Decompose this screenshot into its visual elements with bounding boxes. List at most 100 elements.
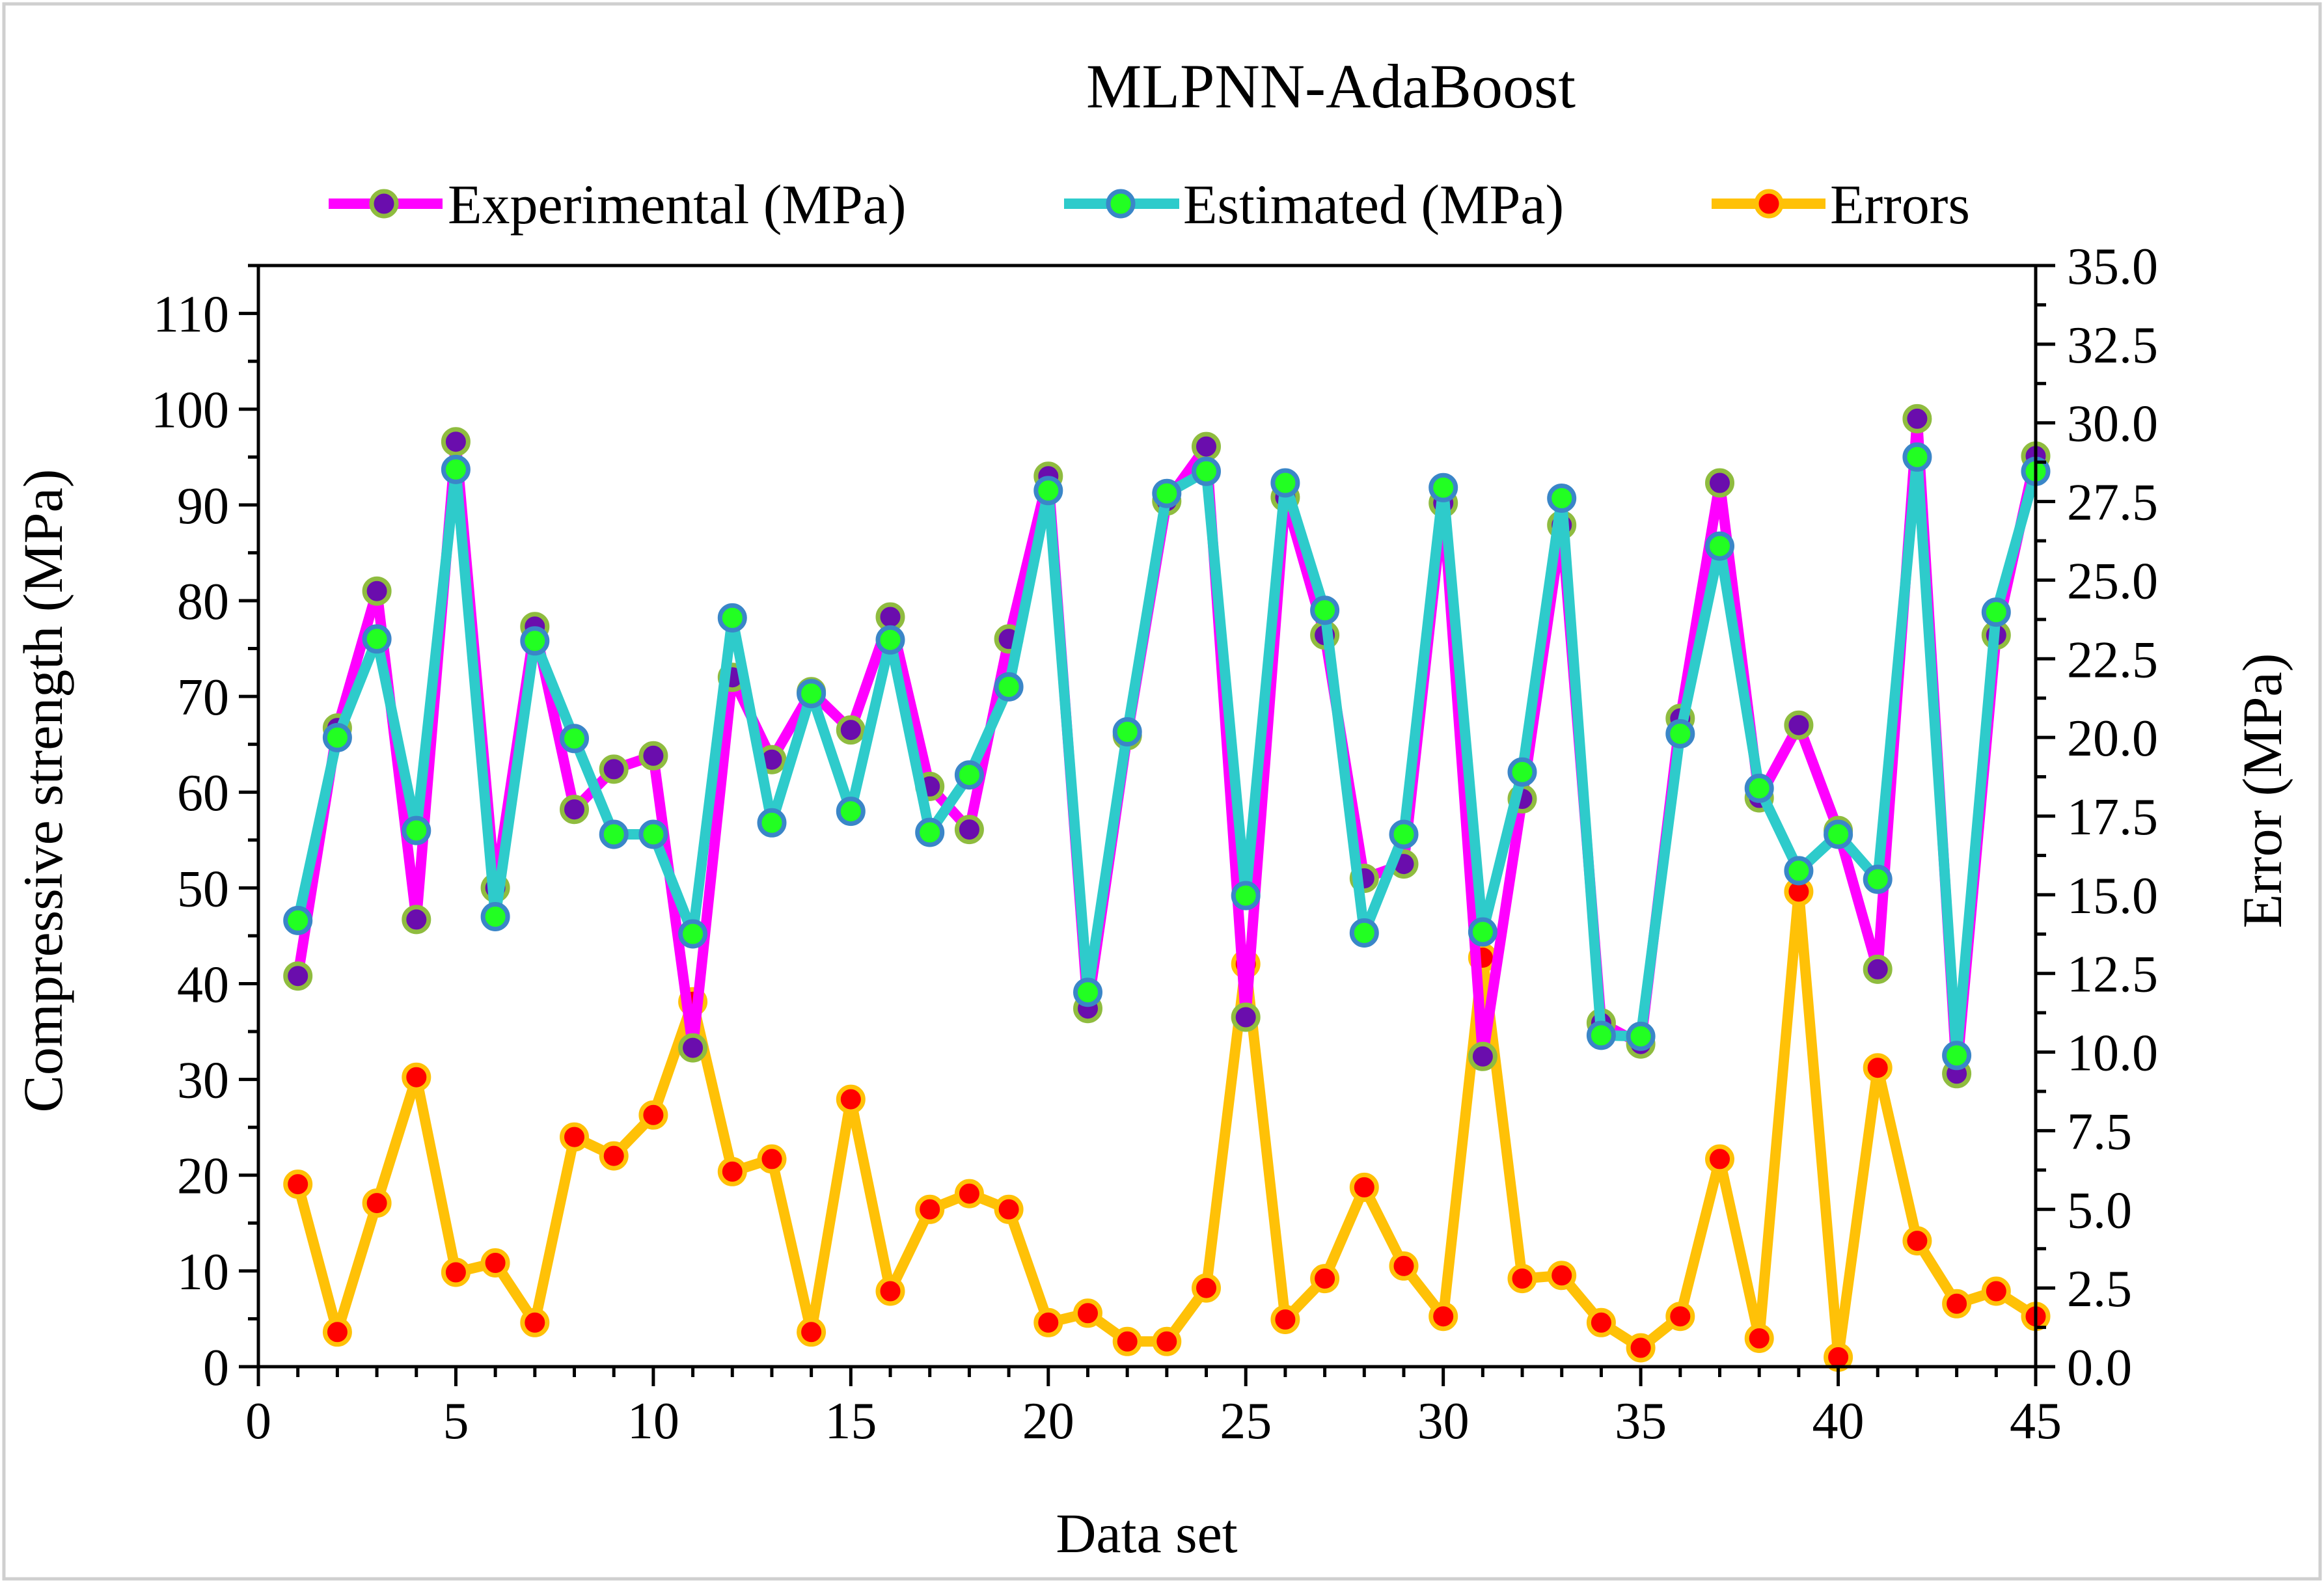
chart-title: MLPNN-AdaBoost [1086, 51, 1576, 121]
data-point-errors [915, 1194, 945, 1224]
legend-marker-estimated [1106, 189, 1136, 219]
data-point-errors [1389, 1251, 1419, 1281]
data-point-estimated [638, 819, 668, 849]
data-point-estimated [599, 819, 629, 849]
legend-item-experimental: Experimental (MPa) [329, 173, 907, 236]
data-point-errors [1112, 1326, 1142, 1356]
data-point-estimated [402, 815, 431, 845]
data-point-errors [402, 1062, 431, 1092]
data-point-experimental [1784, 710, 1814, 740]
y2-tick-label: 20.0 [2067, 710, 2158, 767]
data-point-estimated [1429, 472, 1458, 502]
data-point-errors [520, 1307, 550, 1337]
data-point-estimated [1073, 978, 1102, 1007]
data-point-estimated [797, 679, 827, 709]
legend-marker-experimental [369, 189, 399, 219]
data-point-errors [560, 1122, 589, 1152]
data-point-experimental [1468, 1041, 1497, 1071]
y2-tick-label: 0.0 [2067, 1339, 2132, 1397]
y-tick-label: 50 [177, 860, 229, 918]
data-point-experimental [560, 795, 589, 825]
data-point-errors [757, 1144, 787, 1174]
data-point-experimental [1902, 403, 1932, 433]
data-point-estimated [836, 797, 866, 827]
data-point-errors [797, 1317, 827, 1347]
data-point-errors [1863, 1053, 1893, 1083]
data-point-experimental [638, 741, 668, 771]
y-tick-label: 70 [177, 669, 229, 726]
data-point-errors [875, 1276, 905, 1306]
x-tick-label: 40 [1812, 1393, 1865, 1450]
data-point-estimated [678, 919, 708, 949]
y-axis-title: Compressive strength (MPa) [12, 469, 74, 1113]
data-point-estimated [1389, 819, 1419, 849]
legend-label-experimental: Experimental (MPa) [448, 173, 907, 236]
y-tick-label: 10 [177, 1244, 229, 1301]
data-point-estimated [1112, 717, 1142, 746]
data-point-estimated [1626, 1021, 1656, 1051]
data-point-experimental [954, 815, 984, 845]
y2-axis-title: Error (MPa) [2231, 653, 2293, 929]
data-point-experimental [441, 427, 471, 457]
series-layer [283, 403, 2051, 1372]
x-tick-label: 30 [1417, 1393, 1470, 1450]
data-point-estimated [1507, 757, 1537, 787]
legend-label-estimated: Estimated (MPa) [1183, 173, 1564, 236]
y2-tick-label: 35.0 [2067, 238, 2158, 295]
data-point-experimental [1231, 1002, 1261, 1032]
data-point-experimental [402, 905, 431, 935]
data-point-errors [1073, 1298, 1102, 1328]
data-point-errors [1665, 1302, 1695, 1332]
data-point-errors [1270, 1305, 1300, 1334]
series-estimated [283, 442, 2051, 1071]
y-tick-label: 60 [177, 765, 229, 822]
data-point-experimental [836, 715, 866, 745]
data-point-experimental [599, 754, 629, 784]
data-point-estimated [480, 902, 510, 931]
y2-tick-label: 2.5 [2067, 1261, 2132, 1318]
data-point-errors [283, 1169, 313, 1199]
data-point-estimated [1547, 484, 1577, 513]
data-point-estimated [1586, 1020, 1616, 1050]
data-point-estimated [1310, 595, 1340, 625]
x-tick-label: 10 [627, 1393, 679, 1450]
data-point-experimental [283, 961, 313, 991]
data-point-experimental [678, 1033, 708, 1063]
y-tick-label: 80 [177, 573, 229, 631]
legend-item-estimated: Estimated (MPa) [1064, 173, 1564, 236]
y-tick-label: 30 [177, 1052, 229, 1110]
data-point-estimated [560, 724, 589, 754]
data-point-errors [1586, 1307, 1616, 1337]
data-point-errors [1626, 1333, 1656, 1363]
y-tick-label: 20 [177, 1148, 229, 1205]
data-point-estimated [1270, 468, 1300, 498]
data-point-estimated [362, 624, 392, 654]
data-point-errors [1547, 1261, 1577, 1291]
data-point-errors [717, 1156, 747, 1186]
data-point-estimated [1033, 476, 1063, 506]
data-point-experimental [1192, 431, 1221, 461]
data-point-errors [1429, 1302, 1458, 1332]
data-point-errors [1705, 1144, 1734, 1174]
data-point-estimated [994, 672, 1024, 702]
data-point-errors [1192, 1273, 1221, 1303]
data-point-errors [638, 1100, 668, 1130]
data-point-errors [1033, 1307, 1063, 1337]
data-point-estimated [1349, 918, 1379, 948]
data-point-errors [1902, 1226, 1932, 1256]
data-point-estimated [1705, 531, 1734, 561]
data-point-estimated [1665, 719, 1695, 748]
data-point-estimated [1902, 442, 1932, 472]
data-point-errors [1942, 1289, 1972, 1319]
data-point-estimated [1192, 456, 1221, 486]
data-point-estimated [1744, 773, 1774, 803]
data-point-estimated [441, 454, 471, 484]
data-point-estimated [283, 905, 313, 935]
data-point-estimated [1468, 917, 1497, 947]
data-point-errors [1152, 1326, 1182, 1356]
x-tick-label: 35 [1615, 1393, 1667, 1450]
y2-tick-label: 27.5 [2067, 474, 2158, 532]
data-point-estimated [520, 626, 550, 656]
data-point-estimated [1863, 864, 1893, 894]
